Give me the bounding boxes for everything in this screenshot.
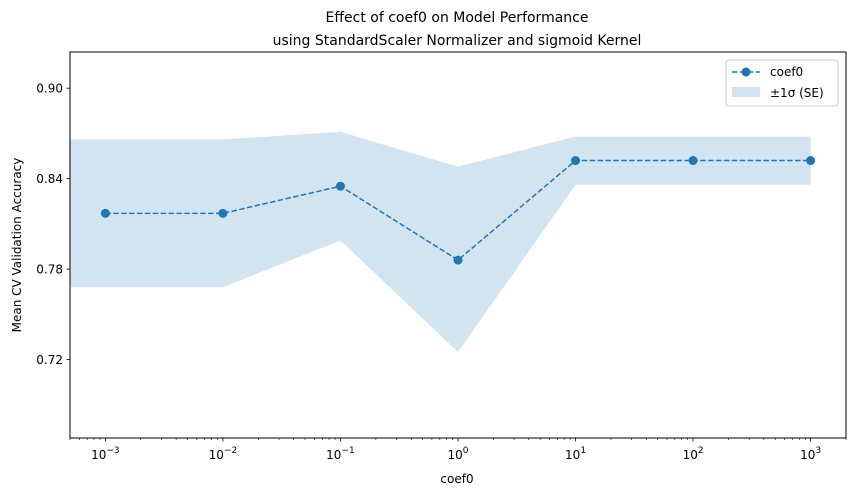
x-tick-label: 10−3 — [91, 446, 120, 462]
y-tick-label: 0.72 — [36, 353, 63, 367]
legend-label-series: coef0 — [770, 65, 803, 79]
data-point — [453, 255, 463, 265]
x-axis: 10−3 10−2 10−1 100 101 102 103 — [69, 438, 847, 462]
x-tick-label: 102 — [683, 446, 704, 462]
x-tick-label: 10−2 — [209, 446, 238, 462]
legend-band-swatch — [732, 87, 760, 97]
data-point — [571, 156, 581, 166]
legend-box — [725, 59, 839, 107]
legend-marker-swatch — [741, 67, 751, 77]
chart-subtitle: using StandardScaler Normalizer and sigm… — [273, 33, 642, 49]
data-point — [335, 181, 345, 191]
y-axis: 0.72 0.78 0.84 0.90 — [36, 82, 70, 367]
y-tick-label: 0.84 — [36, 172, 63, 186]
legend-label-band: ±1σ (SE) — [770, 86, 824, 100]
chart-title: Effect of coef0 on Model Performance — [326, 10, 589, 26]
error-band — [70, 131, 811, 353]
data-point — [100, 208, 110, 218]
band-layer — [70, 131, 811, 353]
data-point — [218, 208, 228, 218]
data-point — [688, 156, 698, 166]
y-axis-label: Mean CV Validation Accuracy — [10, 158, 24, 333]
x-axis-label: coef0 — [440, 472, 473, 486]
x-tick-label: 10−1 — [326, 446, 355, 462]
x-tick-label: 100 — [447, 446, 468, 462]
data-point — [806, 156, 816, 166]
series-layer — [100, 156, 816, 265]
x-tick-label: 103 — [800, 446, 821, 462]
y-tick-label: 0.78 — [36, 263, 63, 277]
legend: coef0 ±1σ (SE) — [725, 59, 839, 107]
y-tick-label: 0.90 — [36, 82, 63, 96]
x-tick-label: 101 — [565, 446, 586, 462]
